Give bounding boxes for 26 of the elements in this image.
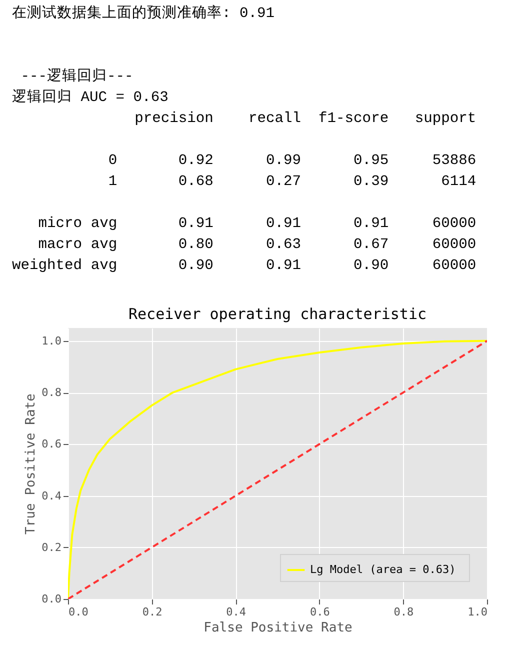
text: 1 0.68 0.27 0.39 6114: [108, 174, 476, 190]
y-tick-label: 0.8: [42, 386, 62, 400]
text: precision recall f1-score support: [134, 111, 476, 127]
text: macro avg 0.80 0.63 0.67 60000: [38, 237, 476, 253]
text: weighted avg 0.90 0.91 0.90 60000: [12, 258, 476, 274]
y-tick-label: 0.2: [42, 540, 62, 554]
x-tick-label: 1.0: [468, 606, 488, 618]
x-tick-label: 0.8: [394, 606, 414, 618]
text: ---逻辑回归---: [20, 69, 134, 85]
y-tick-label: 1.0: [42, 334, 62, 348]
line-series: [68, 340, 487, 599]
text: micro avg 0.91 0.91 0.91 60000: [38, 216, 476, 232]
text: 在测试数据集上面的预测准确率: 0.91: [12, 6, 275, 22]
y-tick-label: 0.6: [42, 438, 62, 451]
y-tick-label: 0.0: [42, 592, 62, 606]
x-tick-label: 0.0: [68, 606, 88, 618]
legend-label: Lg Model (area = 0.63): [310, 563, 456, 576]
text: 0 0.92 0.99 0.95 53886: [108, 153, 476, 169]
x-tick-label: 0.4: [226, 606, 246, 618]
x-axis-title: False Positive Rate: [204, 620, 353, 636]
y-tick-label: 0.4: [42, 489, 62, 502]
chart-title: Receiver operating characteristic: [128, 305, 427, 323]
x-tick-label: 0.6: [310, 606, 330, 618]
text: 逻辑回归 AUC = 0.63: [12, 90, 168, 106]
y-axis-title: True Positive Rate: [24, 393, 39, 534]
x-tick-label: 0.2: [142, 606, 162, 618]
